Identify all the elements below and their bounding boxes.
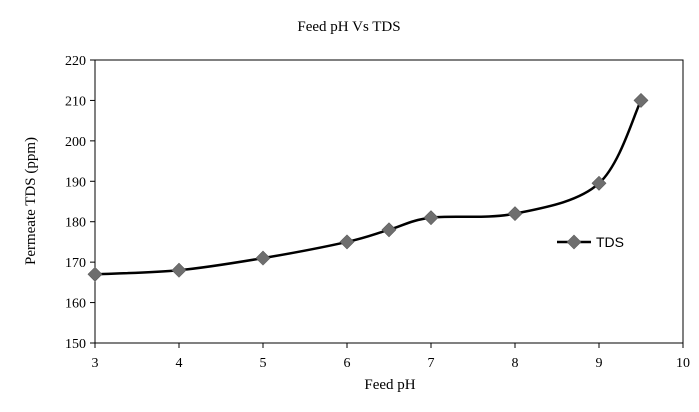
y-tick-label: 160	[65, 297, 86, 312]
x-axis-ticks: 3 4 5 6 7 8 9 10	[92, 343, 690, 371]
y-tick-label: 190	[65, 175, 86, 190]
legend-marker	[566, 234, 582, 250]
data-point	[591, 175, 607, 191]
data-point	[339, 234, 355, 250]
plot-area	[94, 59, 684, 344]
x-tick-label: 3	[92, 356, 99, 371]
x-tick-label: 8	[512, 356, 519, 371]
data-point	[255, 250, 271, 266]
data-point	[423, 210, 439, 226]
data-point	[171, 262, 187, 278]
y-tick-label: 150	[65, 337, 86, 352]
x-tick-label: 6	[344, 356, 351, 371]
y-tick-label: 220	[65, 54, 86, 69]
x-tick-label: 5	[260, 356, 267, 371]
legend-label-tds: TDS	[596, 234, 624, 250]
x-axis-label: Feed pH	[364, 377, 415, 393]
x-tick-label: 10	[676, 356, 690, 371]
y-axis-label: Permeate TDS (ppm)	[23, 137, 39, 265]
x-tick-label: 7	[428, 356, 435, 371]
data-point	[507, 206, 523, 222]
legend: TDS	[557, 234, 624, 250]
y-tick-label: 180	[65, 216, 86, 231]
data-point	[381, 222, 397, 238]
y-tick-label: 170	[65, 256, 86, 271]
y-axis-ticks: 150 160 170 180 190 200 210 220	[65, 54, 95, 352]
chart-title: Feed pH Vs TDS	[297, 19, 400, 35]
y-tick-label: 200	[65, 135, 86, 150]
x-tick-label: 4	[176, 356, 183, 371]
series-layer	[87, 93, 649, 282]
y-tick-label: 210	[65, 94, 86, 109]
data-point	[87, 266, 103, 282]
x-tick-label: 9	[596, 356, 603, 371]
data-point	[633, 93, 649, 108]
